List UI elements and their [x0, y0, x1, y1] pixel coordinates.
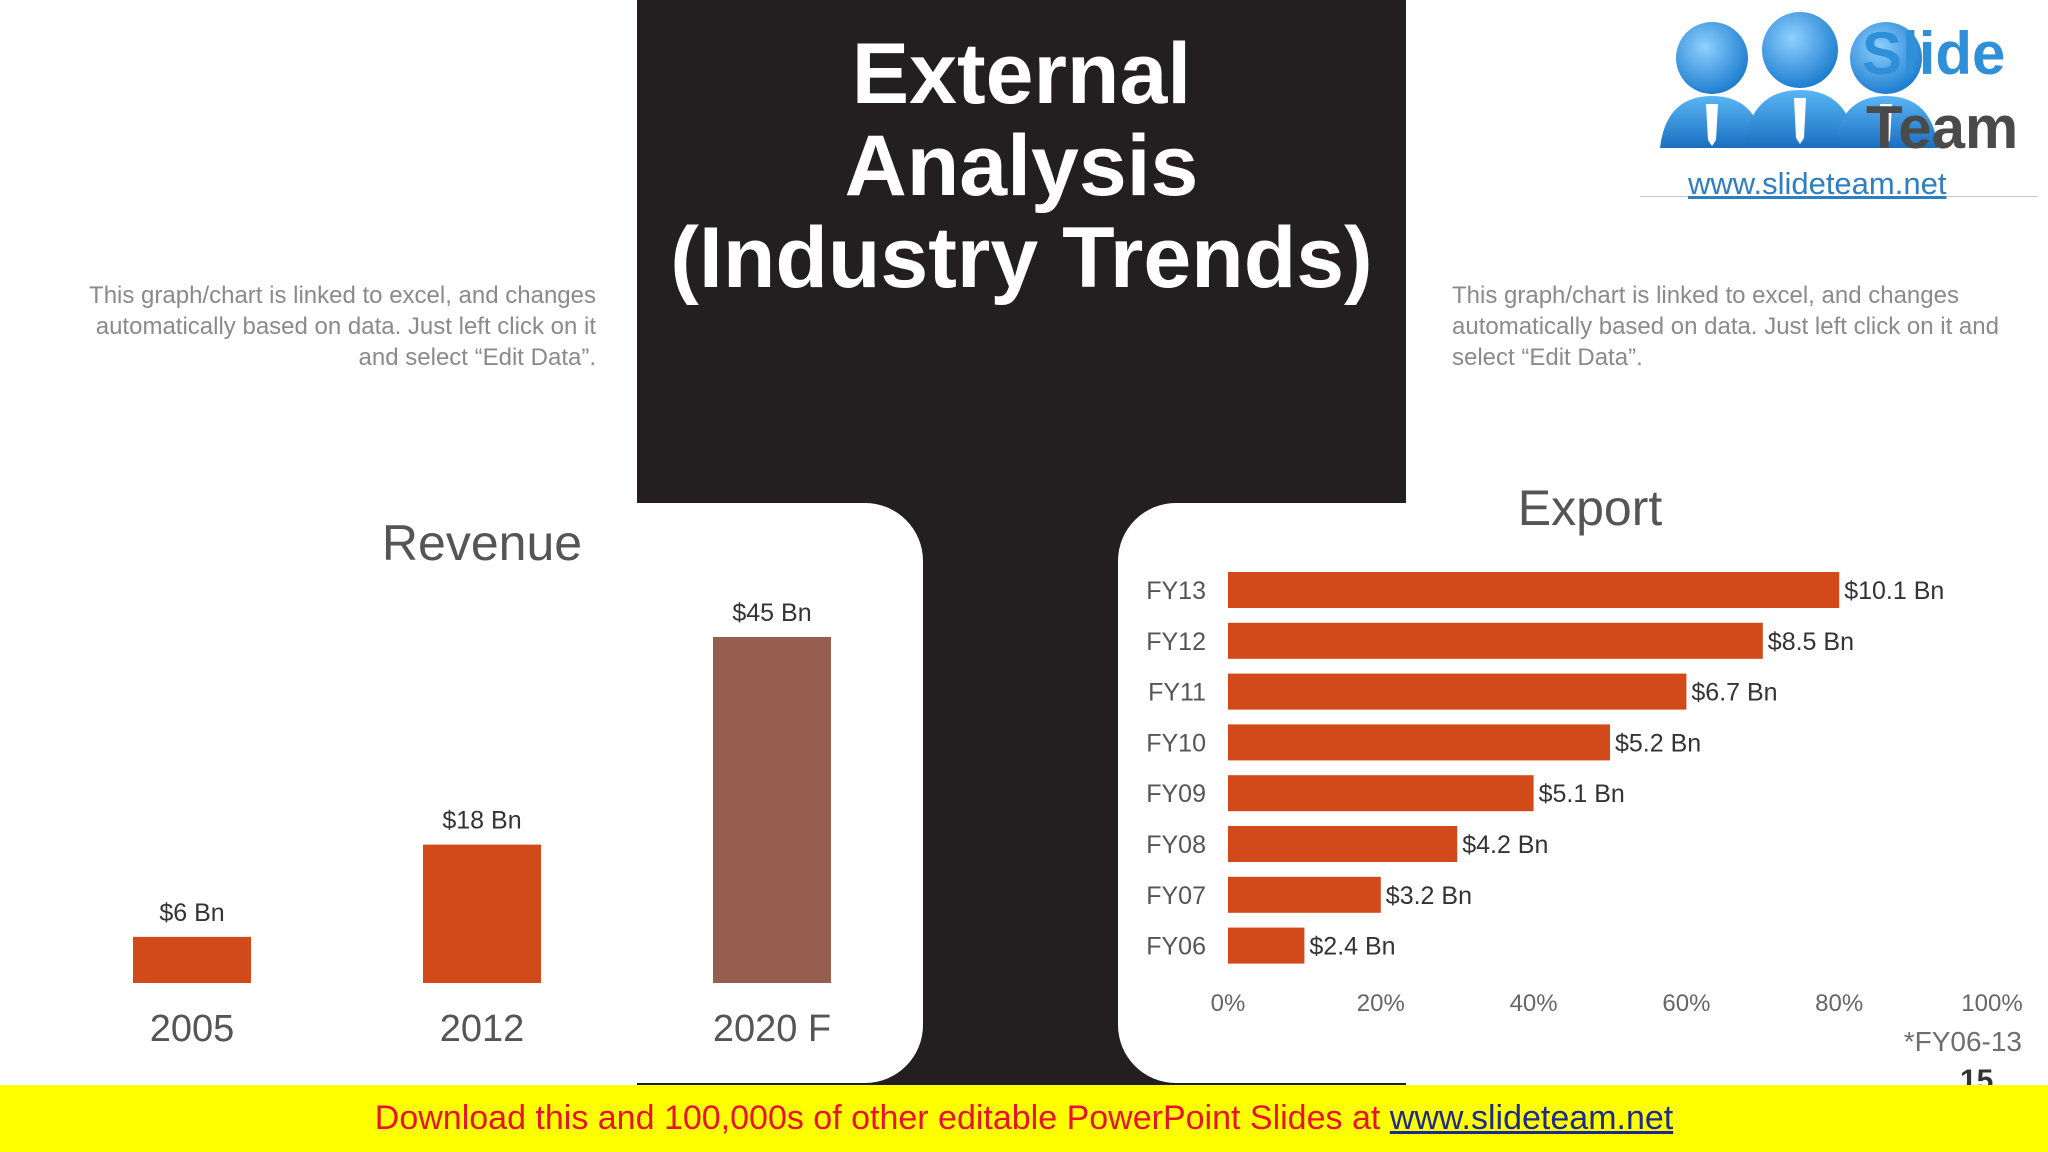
export-data-label: $2.4 Bn [1309, 933, 1395, 961]
charts-canvas: Revenue $6 Bn 2005 $18 Bn 2012 $45 Bn 2020 F Ex… [133, 480, 2023, 1050]
export-bar [1228, 673, 1687, 710]
logo-divider [1640, 196, 2038, 197]
export-x-tick: 0% [1211, 990, 1246, 1017]
export-data-label: $8.5 Bn [1768, 628, 1854, 656]
export-category-label: FY07 [1146, 882, 1206, 910]
export-bar [1228, 927, 1305, 964]
export-data-label: $5.2 Bn [1615, 729, 1701, 757]
export-x-tick: 40% [1510, 990, 1558, 1017]
export-data-label: $3.2 Bn [1386, 882, 1472, 910]
revenue-tick-label: 2005 [150, 1008, 235, 1050]
export-data-label: $6.7 Bn [1691, 679, 1777, 707]
export-data-label: $4.2 Bn [1462, 831, 1548, 859]
revenue-bar [423, 844, 541, 983]
revenue-bar [713, 637, 831, 983]
people-icon: Slide Team [1660, 12, 2018, 161]
export-x-tick: 80% [1815, 990, 1863, 1017]
chart-note-right: This graph/chart is linked to excel, and… [1452, 282, 1999, 371]
title-line: Analysis [844, 118, 1199, 214]
revenue-data-label: $45 Bn [732, 599, 811, 627]
export-category-label: FY10 [1146, 729, 1206, 757]
export-x-tick: 60% [1662, 990, 1710, 1017]
export-chart-title: Export [1518, 480, 1663, 536]
export-category-label: FY12 [1146, 628, 1206, 656]
revenue-chart-title: Revenue [382, 515, 582, 571]
export-bar [1228, 775, 1534, 812]
export-bar [1228, 622, 1763, 659]
revenue-tick-label: 2012 [440, 1008, 525, 1050]
revenue-bar [133, 936, 251, 983]
slide-title: External Analysis (Industry Trends) [637, 28, 1406, 304]
title-line: External [851, 26, 1192, 122]
banner-link[interactable]: www.slideteam.net [1389, 1099, 1674, 1137]
export-data-label: $10.1 Bn [1844, 577, 1944, 605]
export-category-label: FY13 [1146, 577, 1206, 605]
export-category-label: FY06 [1146, 933, 1206, 961]
slideteam-logo: Slide Team [1640, 0, 2048, 200]
export-bar [1228, 826, 1458, 862]
logo-word-slide: Slide [1862, 20, 2005, 87]
export-data-label: $5.1 Bn [1539, 780, 1625, 808]
export-category-label: FY11 [1148, 679, 1206, 707]
export-bar [1228, 572, 1840, 608]
logo-url-link[interactable]: www.slideteam.net [1688, 166, 1947, 201]
export-category-label: FY09 [1146, 780, 1206, 808]
export-x-tick: 100% [1961, 990, 2022, 1017]
export-bar [1228, 876, 1381, 913]
revenue-data-label: $18 Bn [442, 807, 521, 835]
export-bar [1228, 724, 1610, 761]
logo-word-team: Team [1866, 94, 2018, 161]
revenue-tick-label: 2020 F [713, 1008, 831, 1050]
download-banner: Download this and 100,000s of other edit… [0, 1085, 2048, 1152]
revenue-data-label: $6 Bn [159, 899, 224, 927]
title-line: (Industry Trends) [670, 210, 1373, 306]
chart-note-left: This graph/chart is linked to excel, and… [89, 282, 596, 371]
chart-footnote: *FY06-13 [1903, 1026, 2022, 1057]
banner-text: Download this and 100,000s of other edit… [374, 1099, 1390, 1137]
export-x-tick: 20% [1357, 990, 1405, 1017]
export-category-label: FY08 [1146, 831, 1206, 859]
